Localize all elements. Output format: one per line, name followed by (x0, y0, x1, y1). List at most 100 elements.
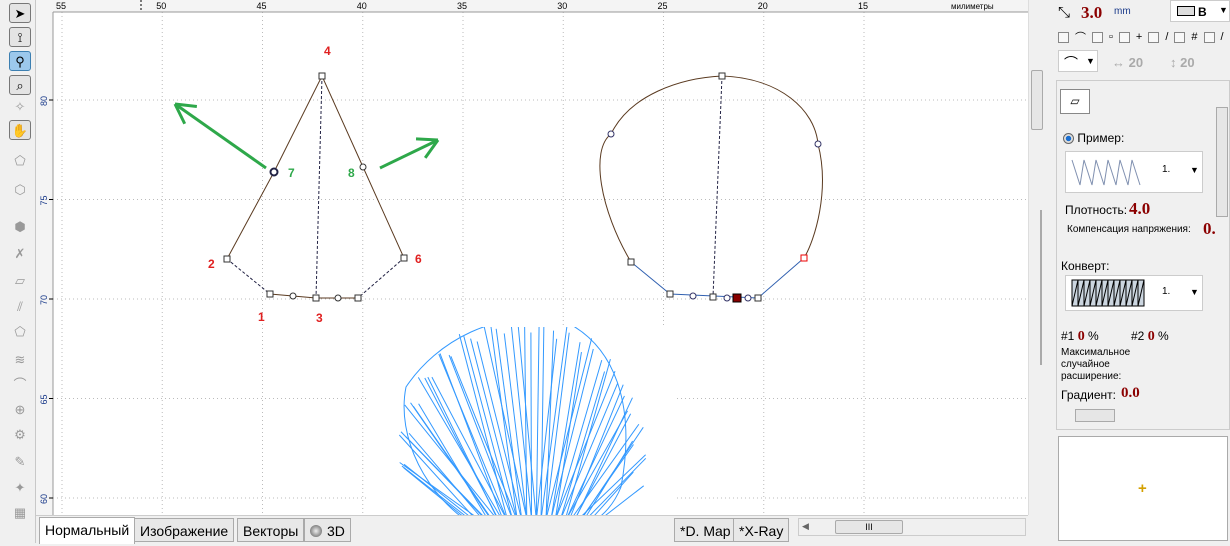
example-select[interactable]: 1. ▼ (1065, 151, 1203, 193)
column-tool-icon[interactable]: ▱ (15, 273, 25, 288)
p2-value[interactable]: 0 (1147, 329, 1155, 344)
zigzag-stitch-icon (1071, 159, 1141, 186)
zigzag-tool-icon[interactable]: ≋ (14, 352, 26, 367)
stitch-line (448, 354, 516, 528)
point-label: 4 (324, 44, 331, 58)
corner-node (754, 294, 762, 302)
checkbox-slash[interactable] (1148, 31, 1160, 43)
checkbox-arc[interactable] (1058, 31, 1069, 43)
scroll-thumb[interactable] (1075, 409, 1115, 422)
cross-tool-icon[interactable]: ✗ (14, 246, 26, 261)
line-icon: / (1220, 31, 1224, 43)
gradient-label: Градиент: (1061, 388, 1117, 402)
splitter[interactable] (1040, 210, 1042, 365)
stitch-line (561, 395, 625, 530)
stitch-line (482, 320, 530, 528)
ruler-tool-icon[interactable]: ▦ (13, 505, 27, 520)
scroll-thumb[interactable] (1031, 70, 1043, 130)
fill-settings-box: ▱ Пример: 1. ▼ Плотность: 4.0 Компенсаци… (1056, 80, 1230, 430)
stitch-line (560, 410, 628, 530)
checkbox-square[interactable] (1092, 31, 1103, 43)
shape-icon[interactable]: ▱ (1060, 89, 1090, 114)
example-label: Пример: (1077, 131, 1125, 145)
p1-percent: % (1088, 329, 1099, 343)
guide-line (357, 257, 405, 299)
stitch-line (544, 332, 570, 529)
chevron-down-icon: ▼ (1086, 56, 1095, 66)
density-value[interactable]: 4.0 (1129, 199, 1151, 218)
p1-label: #1 (1061, 329, 1075, 343)
stitch-line (431, 376, 513, 530)
complex-fill-tool-icon[interactable]: ⬠ (14, 324, 26, 339)
tab-xray[interactable]: *X-Ray (733, 518, 790, 542)
y-tick-label: 65 (39, 394, 49, 404)
panel-vscroll[interactable] (1215, 89, 1229, 409)
spacing-h-value: 20 (1128, 55, 1144, 70)
freehand-tool-icon[interactable]: ✧ (14, 99, 26, 114)
needle-tool-icon[interactable]: ✎ (14, 454, 26, 469)
stitch-line (470, 338, 520, 529)
tab-3d[interactable]: 3D (304, 518, 351, 542)
checkbox-cross[interactable] (1118, 31, 1130, 43)
vertical-scrollbar[interactable] (1028, 0, 1044, 515)
stitch-line (490, 324, 519, 529)
scroll-left-icon[interactable]: ◀ (802, 521, 809, 531)
stitch-line (539, 323, 568, 528)
scroll-thumb[interactable]: III (835, 520, 903, 534)
stitch-line (438, 353, 512, 530)
tab-dmap[interactable]: *D. Map (674, 518, 737, 542)
horizontal-scrollbar[interactable]: ◀ III (798, 518, 1026, 536)
corner-style-select[interactable]: ⌒ ▼ (1058, 50, 1098, 72)
y-tick-label: 75 (39, 195, 49, 205)
globe-tool-icon[interactable]: ⊕ (14, 402, 26, 417)
p2-label: #2 (1131, 329, 1145, 343)
corner-node (709, 293, 717, 301)
stitch-line (463, 336, 516, 528)
border-style-select[interactable]: B ▼ (1170, 0, 1230, 22)
shape-tool-icon[interactable]: ⬠ (14, 153, 26, 168)
select-tool-icon[interactable]: ➤ (9, 3, 31, 23)
width-value[interactable]: 3.0 (1081, 3, 1103, 22)
base-path (630, 257, 805, 299)
example-radio[interactable]: Пример: (1063, 131, 1124, 145)
p2-percent: % (1158, 329, 1169, 343)
curve-node (723, 294, 731, 302)
scroll-thumb[interactable] (1216, 107, 1228, 217)
stitch-preview: + (1058, 436, 1228, 541)
checkbox-hash[interactable] (1174, 31, 1186, 43)
zoom-1-to-1-icon[interactable]: ⌕ (9, 75, 31, 95)
curve-tool-icon[interactable]: ⌒ (13, 377, 27, 392)
corner-node (354, 294, 362, 302)
fill-tool-icon[interactable]: ⬡ (14, 182, 26, 197)
tab-normal[interactable]: Нормальный (39, 517, 136, 544)
zoom-tool-icon[interactable]: ⚲ (9, 51, 31, 71)
density-label: Плотность: (1065, 203, 1128, 217)
curve-node (607, 130, 615, 138)
satin-tool-icon[interactable]: ⬢ (14, 219, 26, 234)
panel-hscroll[interactable] (1059, 409, 1215, 423)
p1-value[interactable]: 0 (1077, 329, 1085, 344)
gear-tool-icon[interactable]: ⚙ (14, 427, 26, 442)
option-checkboxes: ⌒ ▫ + / # / (1058, 29, 1224, 45)
example-value: 1. (1162, 164, 1171, 175)
tab-image[interactable]: Изображение (134, 518, 235, 542)
tab-vectors[interactable]: Векторы (237, 518, 305, 542)
checkbox-line[interactable] (1203, 31, 1215, 43)
stitch-line (530, 332, 533, 529)
pan-tool-icon[interactable]: ✋ (9, 120, 31, 140)
stitch-line (551, 370, 616, 528)
run-tool-icon[interactable]: ⫽ (17, 299, 23, 314)
stitch-line (553, 351, 582, 528)
envelope-select[interactable]: 1. ▼ (1065, 275, 1203, 311)
x-tick-label: 40 (357, 1, 367, 11)
arrow-head (174, 102, 198, 108)
radio-icon (1063, 133, 1074, 145)
stitch-line (410, 402, 499, 530)
chevron-down-icon: ▼ (1190, 287, 1199, 297)
magic-tool-icon[interactable]: ✦ (14, 480, 26, 495)
gradient-value[interactable]: 0.0 (1121, 385, 1140, 401)
reshape-tool-icon[interactable]: ⟟ (9, 27, 31, 47)
x-tick-label: 25 (658, 1, 668, 11)
arrow-head (173, 103, 187, 125)
stitch-preview-overlay (366, 314, 676, 543)
